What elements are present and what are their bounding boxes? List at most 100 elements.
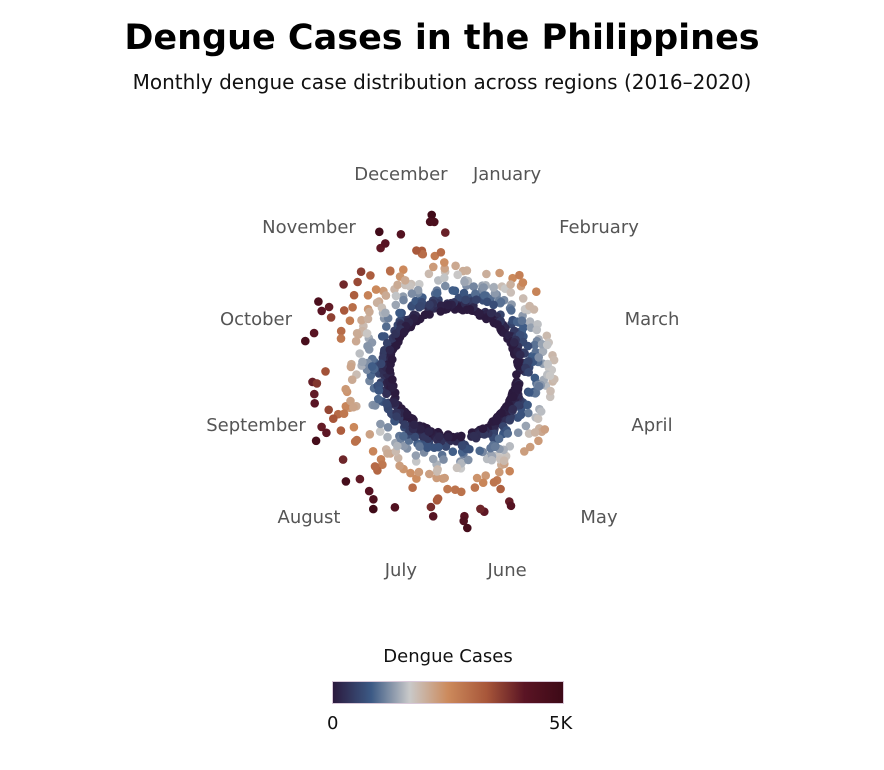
data-point (521, 421, 531, 431)
data-point (456, 432, 466, 442)
data-point (341, 384, 351, 394)
data-point (381, 291, 391, 300)
month-label-october: October (220, 309, 293, 330)
data-point (509, 392, 518, 402)
data-point (301, 336, 310, 346)
data-point (346, 362, 356, 372)
data-point (399, 265, 408, 275)
data-point (519, 323, 528, 332)
data-point (464, 455, 473, 465)
data-point (434, 442, 443, 452)
data-point (396, 230, 406, 239)
data-point (317, 422, 326, 432)
data-point (460, 277, 469, 287)
data-point (470, 483, 480, 492)
data-point (383, 423, 393, 432)
data-point (518, 294, 528, 303)
data-point (506, 288, 516, 297)
data-point (530, 428, 540, 437)
data-point (451, 261, 460, 271)
data-point (367, 362, 377, 371)
data-point (363, 314, 373, 324)
data-point (506, 501, 516, 511)
data-point (489, 283, 498, 292)
data-point (412, 246, 421, 255)
data-point (314, 297, 323, 306)
data-point (393, 453, 403, 463)
data-point (482, 269, 491, 279)
data-point (545, 371, 555, 381)
data-point (373, 394, 383, 404)
data-point (549, 355, 559, 365)
data-point (321, 367, 330, 376)
data-point (392, 412, 401, 421)
data-point (429, 262, 438, 272)
data-point (469, 431, 479, 441)
data-point (390, 398, 400, 408)
data-point (362, 329, 372, 338)
data-point (461, 295, 471, 305)
data-point (428, 512, 438, 521)
data-point (440, 264, 450, 273)
data-point (457, 441, 467, 451)
data-point (385, 266, 395, 276)
data-point (440, 273, 449, 283)
data-point (357, 315, 366, 325)
month-label-february: February (559, 217, 639, 238)
data-point (418, 249, 428, 259)
data-point (472, 473, 482, 483)
data-point (481, 471, 491, 480)
data-point (524, 368, 533, 377)
data-point (505, 466, 514, 476)
data-point (366, 271, 375, 280)
data-point (385, 345, 395, 355)
data-point (503, 429, 513, 438)
data-point (494, 434, 504, 444)
data-point (339, 280, 348, 289)
data-point (534, 381, 544, 391)
data-point (341, 477, 351, 486)
data-point (432, 473, 441, 483)
data-point (424, 427, 434, 436)
data-point (516, 410, 526, 420)
data-point (412, 474, 421, 483)
data-point (410, 432, 420, 442)
data-point (475, 446, 485, 456)
data-point (469, 282, 479, 291)
data-point (478, 478, 488, 488)
month-label-january: January (472, 164, 542, 185)
data-point (495, 467, 504, 477)
data-point (439, 455, 448, 464)
data-point (436, 307, 445, 316)
data-point (382, 389, 391, 399)
month-label-november: November (262, 217, 356, 238)
data-point (538, 347, 548, 356)
data-point (515, 270, 524, 280)
data-point (374, 386, 384, 395)
data-point (525, 301, 534, 311)
chart-subtitle: Monthly dengue case distribution across … (132, 70, 752, 94)
data-point (392, 341, 401, 351)
data-point (382, 338, 392, 348)
data-point (356, 267, 366, 277)
data-point (493, 320, 502, 329)
data-point (433, 494, 443, 503)
data-point (381, 308, 390, 318)
data-point (376, 359, 386, 369)
data-point (452, 463, 462, 473)
data-point (489, 300, 498, 310)
data-point (425, 300, 434, 310)
data-point (523, 400, 532, 410)
data-point (416, 301, 425, 311)
data-point (542, 331, 552, 341)
data-point (543, 359, 552, 369)
month-label-september: September (206, 415, 306, 436)
data-point (448, 286, 458, 295)
data-point (324, 405, 334, 415)
data-point (380, 332, 389, 341)
data-point (478, 424, 488, 434)
data-point (375, 427, 385, 436)
month-label-august: August (278, 507, 341, 528)
data-point (371, 285, 381, 294)
data-point (489, 478, 499, 487)
